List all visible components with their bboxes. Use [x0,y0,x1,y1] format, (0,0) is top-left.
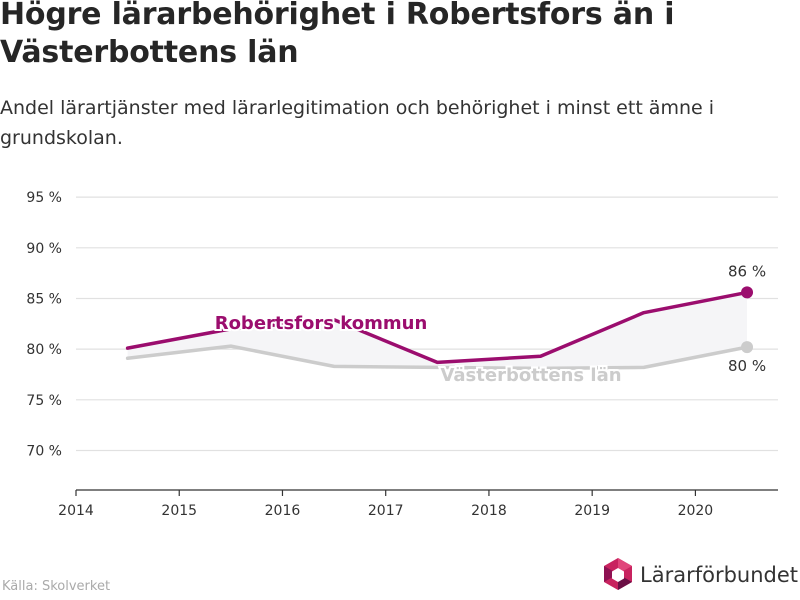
chart-title: Högre lärarbehörighet i Robertsfors än i… [0,0,675,70]
series-labels: 86 % 80 % Robertsfors kommun Västerbottens … [213,262,766,388]
end-marker-vasterbottens-lan [741,341,754,354]
x-tick-label: 2015 [161,503,197,519]
x-tick-label: 2014 [58,503,94,519]
y-tick-label: 90 % [26,241,62,257]
x-tick-label: 2017 [368,503,404,519]
chart-subtitle: Andel lärartjänster med lärarlegitimatio… [0,97,715,149]
end-label-vasterbottens-lan: 80 % [728,357,766,375]
y-tick-label: 70 % [26,443,62,459]
hexagon-logo-icon [604,558,632,590]
series-lines [125,290,749,371]
series-name-vasterbottens-lan: Västerbottens län [440,365,621,386]
source-note: Källa: Skolverket [2,579,111,594]
grid-lines: 70 % 75 % 80 % 85 % 90 % 95 % [26,190,778,459]
line-vasterbottens-lan [125,344,749,371]
x-tick-label: 2016 [265,503,301,519]
end-label-robertsfors-kommun: 86 % [728,262,766,280]
x-axis: 2014 2015 2016 2017 2018 2019 2020 [58,489,778,519]
gap-area [127,292,748,369]
y-tick-label: 85 % [26,291,62,307]
x-tick-label: 2019 [574,503,610,519]
brand-name: Lärarförbundet [640,563,799,587]
y-tick-label: 75 % [26,393,62,409]
x-tick-label: 2018 [471,503,507,519]
y-tick-label: 95 % [26,190,62,206]
x-tick-label: 2020 [678,503,714,519]
y-tick-label: 80 % [26,342,62,358]
end-markers [741,286,754,354]
end-marker-robertsfors-kommun [741,286,754,299]
line-robertsfors-kommun [125,290,749,365]
series-name-robertsfors-kommun: Robertsfors kommun [215,313,428,334]
